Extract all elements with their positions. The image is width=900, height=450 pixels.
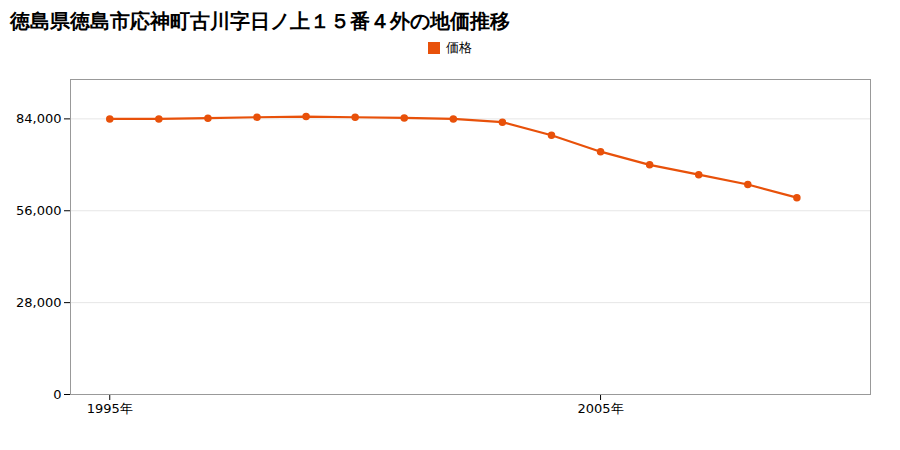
html-text:価格: 価格 [446, 40, 472, 55]
svg-text:0: 0 [53, 387, 61, 402]
svg-text:28,000: 28,000 [16, 295, 62, 310]
svg-text:2005年: 2005年 [578, 401, 624, 416]
svg-text:84,000: 84,000 [16, 111, 62, 126]
html-text:徳島県徳島市応神町古川字日ノ上１５番４外の地価推移: 徳島県徳島市応神町古川字日ノ上１５番４外の地価推移 [10, 9, 510, 33]
svg-text:56,000: 56,000 [16, 203, 62, 218]
svg-text:1995年: 1995年 [87, 401, 133, 416]
